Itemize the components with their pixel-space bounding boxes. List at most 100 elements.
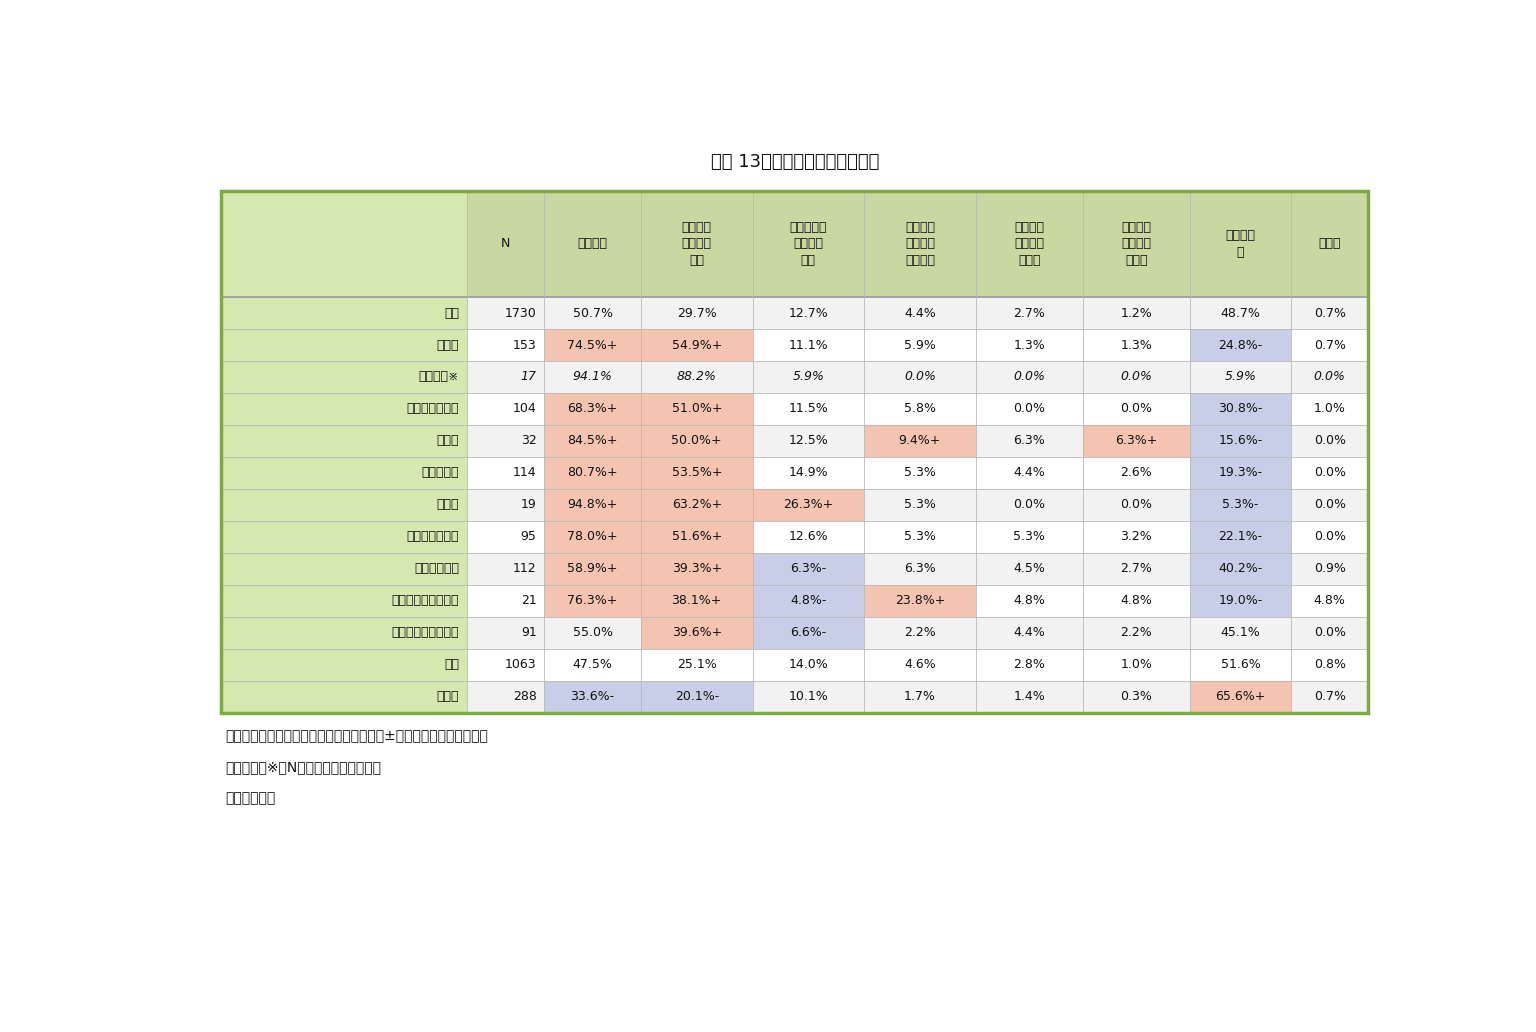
Bar	[467, 361, 544, 393]
Text: 76.3%+: 76.3%+	[567, 594, 617, 607]
Bar	[753, 585, 865, 617]
Text: 0.0%: 0.0%	[1014, 498, 1046, 511]
Bar	[753, 521, 865, 553]
Text: 153: 153	[513, 338, 536, 352]
Text: 11.5%: 11.5%	[788, 402, 828, 416]
Bar	[865, 393, 975, 425]
Text: 45.1%: 45.1%	[1221, 626, 1261, 639]
Bar	[641, 457, 753, 489]
Bar	[221, 393, 467, 425]
Text: 9.4%+: 9.4%+	[899, 434, 942, 448]
Bar	[1190, 425, 1292, 457]
Bar	[753, 329, 865, 361]
Bar	[975, 425, 1083, 457]
Text: 4.4%: 4.4%	[1014, 466, 1044, 479]
Bar	[1292, 585, 1369, 617]
Bar	[1292, 617, 1369, 648]
Text: 4.8%: 4.8%	[1120, 594, 1152, 607]
Bar	[1190, 521, 1292, 553]
Text: 5.3%: 5.3%	[905, 530, 935, 543]
Text: 農林漁業※: 農林漁業※	[419, 370, 459, 384]
Text: 88.2%: 88.2%	[677, 370, 717, 384]
Bar	[975, 680, 1083, 712]
Bar	[975, 648, 1083, 680]
Text: 11.1%: 11.1%	[788, 338, 828, 352]
Text: 1730: 1730	[505, 307, 536, 320]
Text: ほとんど
毎日運転
する: ほとんど 毎日運転 する	[682, 221, 711, 267]
Bar	[865, 191, 975, 297]
Bar	[865, 553, 975, 585]
Text: 22.1%-: 22.1%-	[1218, 530, 1263, 543]
Text: 1.0%: 1.0%	[1313, 402, 1346, 416]
Bar	[975, 329, 1083, 361]
Text: 48.7%: 48.7%	[1221, 307, 1261, 320]
Text: 94.8%+: 94.8%+	[567, 498, 617, 511]
Text: 63.2%+: 63.2%+	[671, 498, 722, 511]
Bar	[544, 329, 641, 361]
Text: 14.9%: 14.9%	[788, 466, 828, 479]
Bar	[544, 680, 641, 712]
Bar	[975, 489, 1083, 521]
Text: 32: 32	[521, 434, 536, 448]
Bar	[544, 457, 641, 489]
Text: 0.0%: 0.0%	[1120, 402, 1152, 416]
Bar	[1190, 329, 1292, 361]
Text: 自営業: 自営業	[436, 338, 459, 352]
Text: 週に１回
くらいは
運転する: 週に１回 くらいは 運転する	[905, 221, 935, 267]
Bar	[1190, 553, 1292, 585]
Bar	[544, 393, 641, 425]
Bar	[467, 553, 544, 585]
Text: 38.1%+: 38.1%+	[671, 594, 722, 607]
Text: 6.3%: 6.3%	[1014, 434, 1044, 448]
Bar	[975, 585, 1083, 617]
Text: 0.0%: 0.0%	[1313, 498, 1346, 511]
Text: 月に数回
しか運転
しない: 月に数回 しか運転 しない	[1014, 221, 1044, 267]
Bar	[865, 521, 975, 553]
Text: 5.3%: 5.3%	[1014, 530, 1044, 543]
Text: 4.8%: 4.8%	[1313, 594, 1346, 607]
Text: 商工サービス業: 商工サービス業	[407, 402, 459, 416]
Text: 5.3%-: 5.3%-	[1223, 498, 1258, 511]
Text: （備考１）全体より有意に差があるものに±表記（有意水準５％）。: （備考１）全体より有意に差があるものに±表記（有意水準５％）。	[226, 730, 488, 743]
Bar	[1292, 489, 1369, 521]
Text: 54.9%+: 54.9%+	[671, 338, 722, 352]
Text: 25.1%: 25.1%	[677, 658, 717, 671]
Text: 1.3%: 1.3%	[1120, 338, 1152, 352]
Bar	[641, 680, 753, 712]
Text: 51.6%: 51.6%	[1221, 658, 1261, 671]
Text: 自由業: 自由業	[436, 434, 459, 448]
Text: 33.6%-: 33.6%-	[570, 690, 614, 703]
Bar	[467, 329, 544, 361]
Bar	[865, 361, 975, 393]
Bar	[1292, 329, 1369, 361]
Bar	[865, 617, 975, 648]
Text: 17: 17	[521, 370, 536, 384]
Text: 50.7%: 50.7%	[573, 307, 613, 320]
Text: 1.4%: 1.4%	[1014, 690, 1044, 703]
Text: 2.2%: 2.2%	[905, 626, 935, 639]
Text: 0.0%: 0.0%	[1014, 370, 1044, 384]
Text: 0.0%: 0.0%	[905, 370, 935, 384]
Text: 6.6%-: 6.6%-	[790, 626, 826, 639]
Bar	[467, 297, 544, 329]
Text: 104: 104	[513, 402, 536, 416]
Bar	[1083, 680, 1190, 712]
Bar	[753, 457, 865, 489]
Bar	[1190, 297, 1292, 329]
Bar	[865, 457, 975, 489]
Bar	[221, 648, 467, 680]
Text: 12.5%: 12.5%	[788, 434, 828, 448]
Text: 26.3%+: 26.3%+	[783, 498, 834, 511]
Text: 0.9%: 0.9%	[1313, 562, 1346, 575]
Bar	[1083, 648, 1190, 680]
Bar	[975, 457, 1083, 489]
Text: 47.5%: 47.5%	[573, 658, 613, 671]
Bar	[1292, 648, 1369, 680]
Text: 2.7%: 2.7%	[1014, 307, 1044, 320]
Bar	[865, 425, 975, 457]
Bar	[1292, 680, 1369, 712]
Text: 0.0%: 0.0%	[1120, 370, 1152, 384]
Text: 12.7%: 12.7%	[788, 307, 828, 320]
Bar	[221, 297, 467, 329]
Text: 21: 21	[521, 594, 536, 607]
